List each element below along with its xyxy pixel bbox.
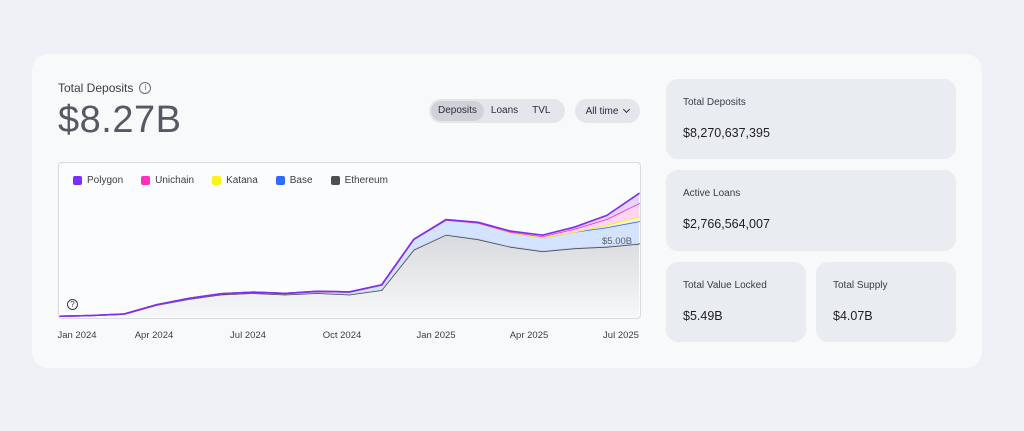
legend-item-base[interactable]: Base: [275, 175, 313, 186]
deposits-chart: $5.00B: [59, 192, 640, 318]
point-polygon: [541, 234, 544, 236]
chevron-down-icon: [623, 105, 631, 114]
x-tick: Jan 2024: [57, 330, 97, 341]
legend-swatch-base: [275, 176, 285, 185]
x-tick: Oct 2024: [322, 330, 362, 341]
stat-value: $2,766,564,007: [683, 217, 770, 231]
stat-label: Active Loans: [683, 188, 741, 199]
stat-label: Total Value Locked: [683, 280, 767, 291]
legend-label-unichain: Unichain: [155, 175, 195, 186]
point-polygon: [477, 221, 479, 224]
stat-total-supply: Total Supply $4.07B: [816, 262, 956, 342]
legend-swatch-katana: [212, 176, 222, 185]
title-row: Total Deposits i: [58, 81, 152, 95]
legend-item-ethereum[interactable]: Ethereum: [330, 175, 388, 186]
stat-total-deposits: Total Deposits $8,270,637,395: [666, 79, 956, 159]
legend-label-base: Base: [289, 175, 313, 186]
stat-value: $5.49B: [683, 309, 723, 323]
time-range-label: All time: [585, 105, 619, 117]
point-polygon: [638, 192, 640, 195]
x-tick: Jul 2025: [603, 330, 639, 341]
legend-swatch-unichain: [141, 176, 151, 185]
annotation-label: $5.00B: [602, 236, 632, 247]
legend-swatch-polygon: [73, 176, 82, 185]
stat-value: $4.07B: [833, 309, 873, 323]
time-range-select[interactable]: All time: [575, 99, 640, 123]
legend-label-ethereum: Ethereum: [344, 175, 388, 186]
legend-swatch-ethereum: [330, 176, 340, 185]
tab-deposits[interactable]: Deposits: [431, 101, 484, 121]
point-polygon: [573, 226, 576, 228]
total-deposits-value: $8.27B: [58, 99, 182, 141]
legend-label-katana: Katana: [226, 175, 258, 186]
legend-item-unichain[interactable]: Unichain: [141, 175, 194, 186]
point-polygon: [509, 230, 512, 232]
legend-label-polygon: Polygon: [87, 175, 124, 186]
x-tick: Apr 2024: [134, 330, 174, 341]
point-polygon: [606, 214, 608, 217]
legend-item-polygon[interactable]: Polygon: [73, 175, 123, 186]
tab-loans[interactable]: Loans: [490, 105, 519, 116]
chart-legend: Polygon Unichain Katana Base Ethereum: [73, 175, 388, 186]
tab-tvl[interactable]: TVL: [532, 105, 551, 116]
x-tick: Apr 2025: [509, 330, 549, 341]
area-ethereum: [60, 234, 639, 317]
legend-item-katana[interactable]: Katana: [212, 175, 258, 186]
x-tick: Jan 2025: [416, 330, 456, 341]
stat-label: Total Deposits: [683, 97, 746, 108]
x-tick: Jul 2024: [230, 330, 266, 341]
metric-tabs: Deposits Loans TVL: [429, 99, 565, 123]
help-icon[interactable]: ?: [67, 299, 78, 310]
total-deposits-title: Total Deposits: [58, 81, 134, 95]
stat-label: Total Supply: [833, 280, 888, 291]
stat-value: $8,270,637,395: [683, 126, 770, 140]
stat-active-loans: Active Loans $2,766,564,007: [666, 170, 956, 251]
info-icon[interactable]: i: [139, 82, 152, 94]
stat-tvl: Total Value Locked $5.49B: [666, 262, 806, 342]
point-polygon: [445, 218, 447, 221]
